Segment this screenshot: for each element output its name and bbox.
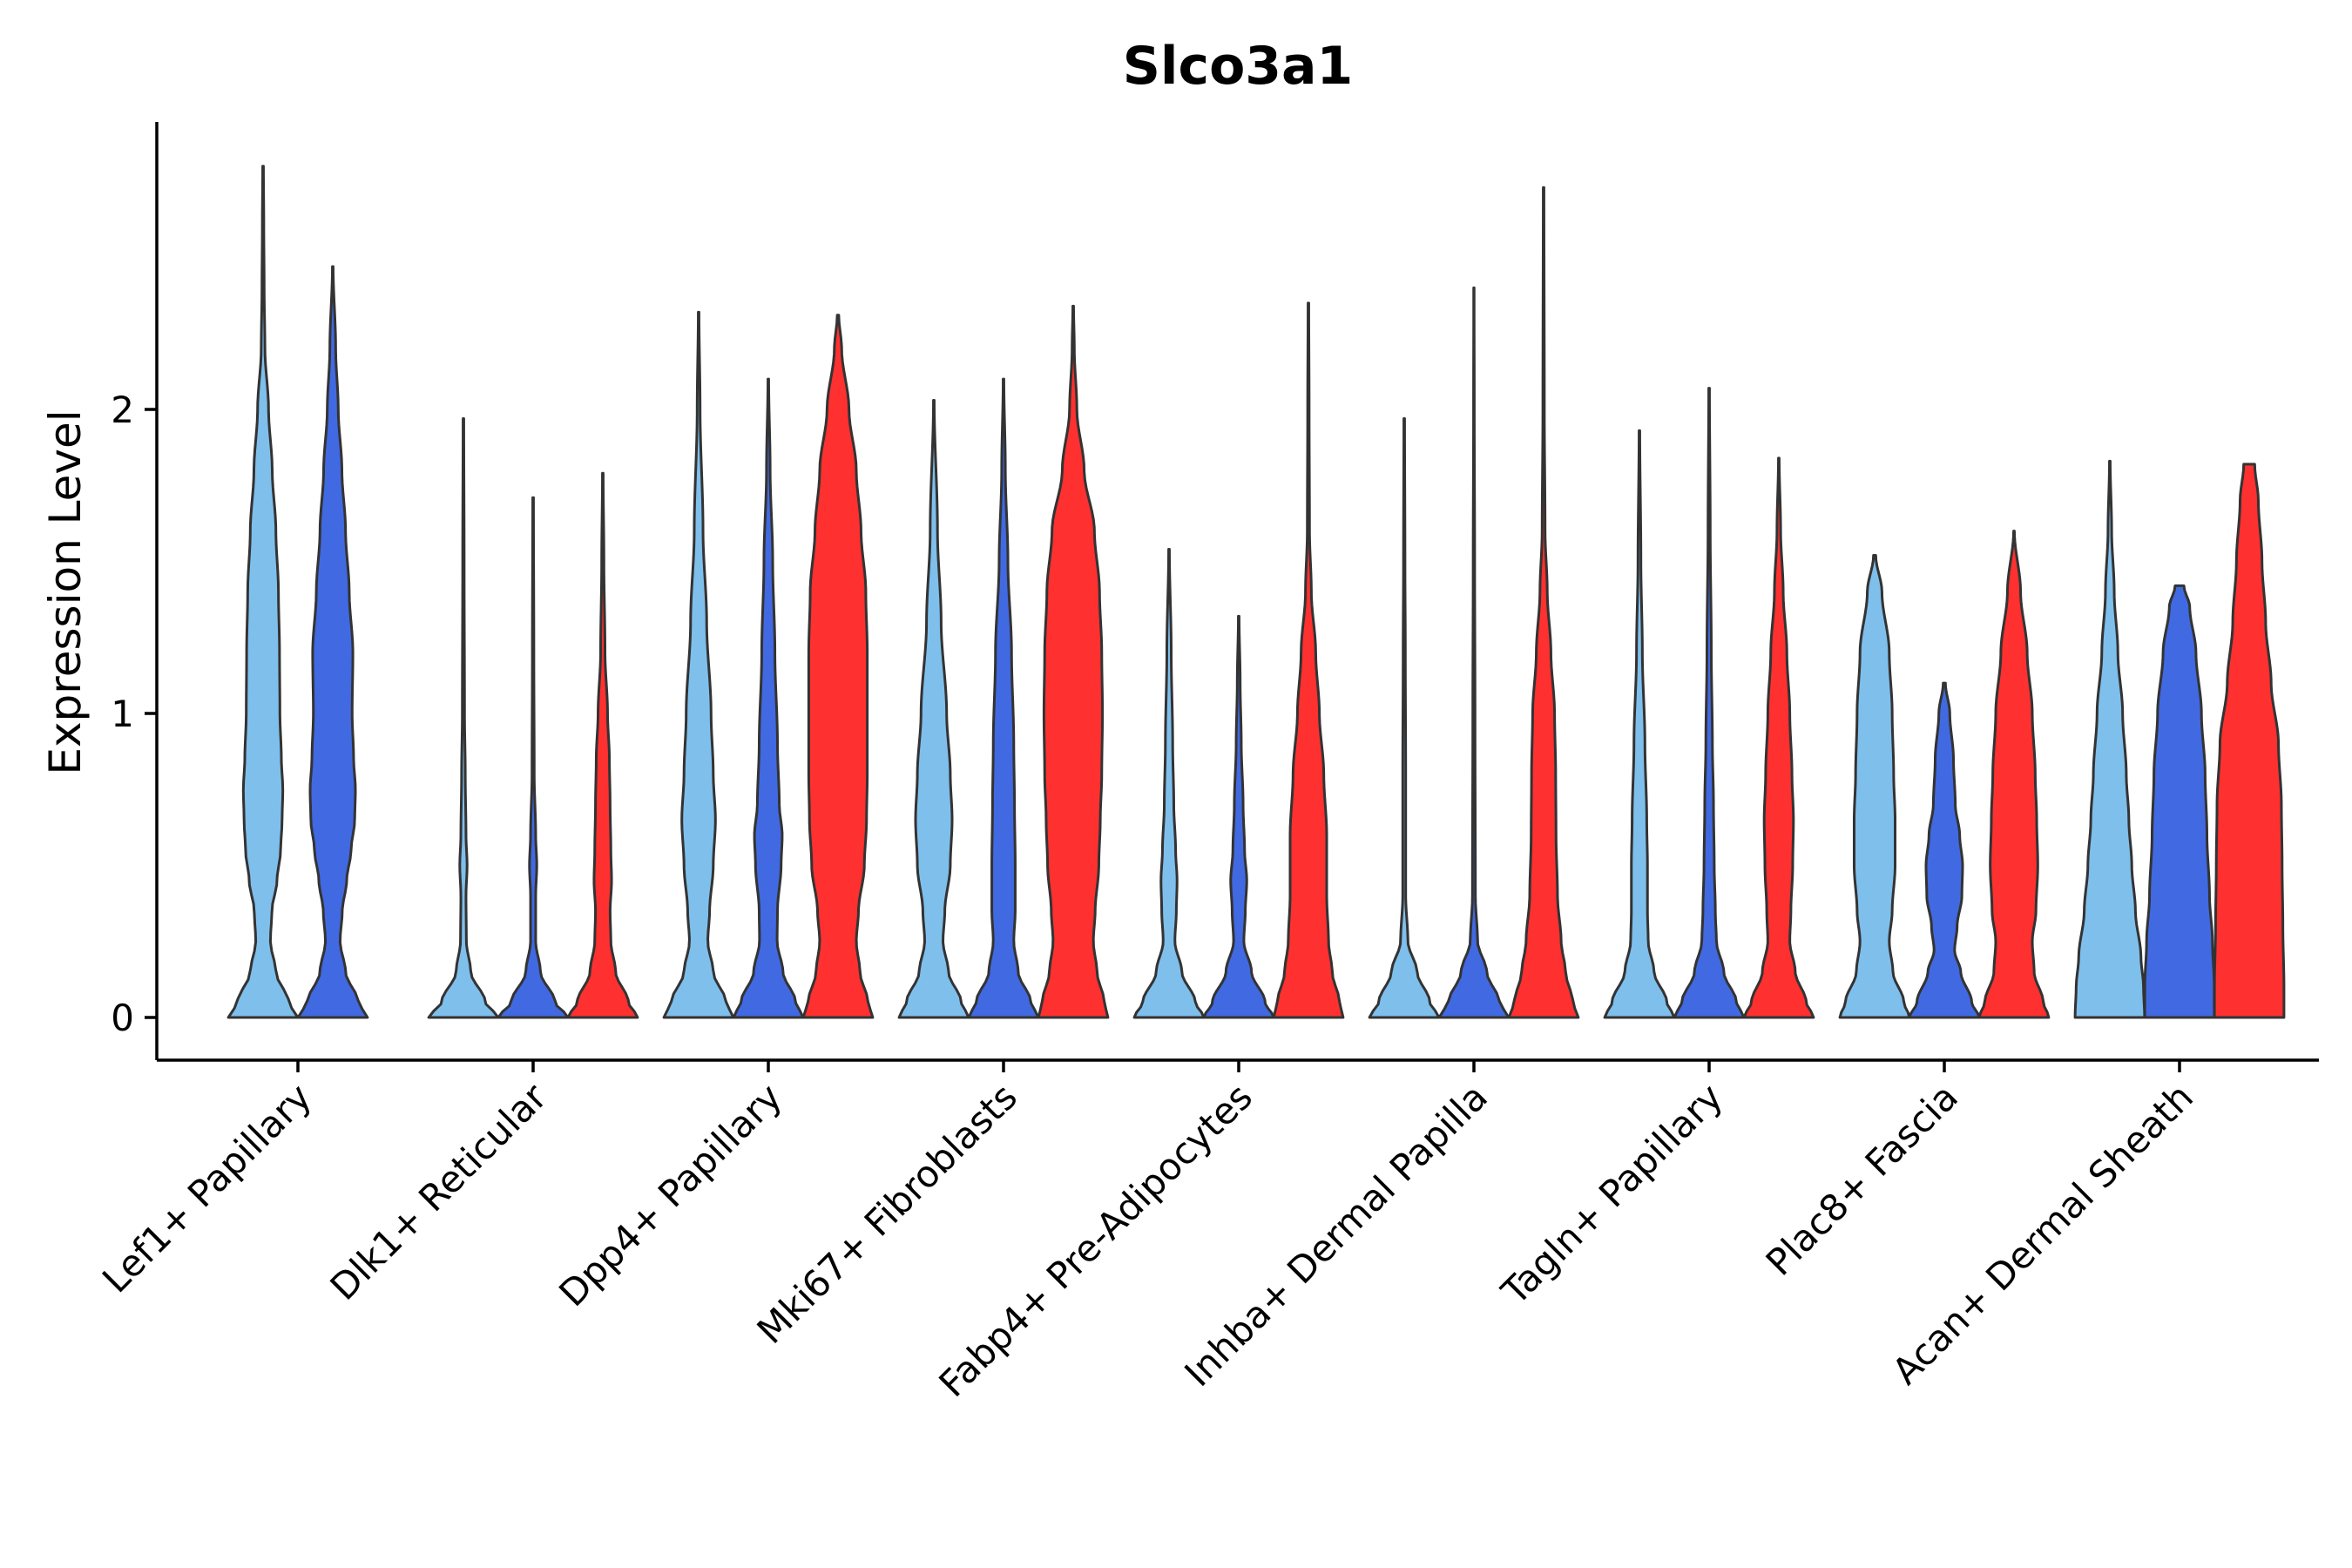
violin-5-group-3 bbox=[1272, 301, 1345, 1019]
violin-7-group-2 bbox=[1673, 387, 1746, 1019]
violin-9-group-3 bbox=[2213, 463, 2286, 1019]
axes bbox=[145, 122, 2319, 1072]
violin-6-group-3 bbox=[1507, 186, 1580, 1019]
violin-8-group-2 bbox=[1908, 681, 1981, 1019]
x-tick-label: Mki67+ Fibroblasts bbox=[749, 1075, 1025, 1351]
y-tick-label: 2 bbox=[111, 389, 134, 431]
violin-9-group-2 bbox=[2143, 584, 2216, 1019]
violin-2-group-2 bbox=[497, 496, 570, 1019]
violin-layer bbox=[226, 165, 2286, 1019]
violin-2-group-3 bbox=[566, 471, 639, 1019]
x-tick-label: Dlk1+ Reticular bbox=[322, 1075, 556, 1308]
x-tick-label: Dpp4+ Papillary bbox=[551, 1075, 790, 1315]
violin-7-group-1 bbox=[1603, 429, 1676, 1019]
violin-1-group-1 bbox=[226, 165, 300, 1019]
y-axis-label: Expression Level bbox=[40, 409, 91, 774]
violin-7-group-3 bbox=[1742, 456, 1815, 1019]
violin-5-group-2 bbox=[1202, 614, 1275, 1019]
y-tick-label: 0 bbox=[111, 997, 134, 1039]
violin-3-group-3 bbox=[801, 314, 875, 1019]
violin-3-group-2 bbox=[732, 377, 805, 1019]
violin-6-group-1 bbox=[1368, 416, 1441, 1019]
y-tick-label: 1 bbox=[111, 693, 134, 735]
violin-4-group-3 bbox=[1037, 304, 1110, 1019]
x-tick-label: Plac8+ Fascia bbox=[1758, 1075, 1966, 1283]
violin-4-group-1 bbox=[897, 399, 970, 1019]
violin-6-group-2 bbox=[1437, 286, 1511, 1019]
violin-1-group-2 bbox=[296, 265, 369, 1019]
violin-3-group-1 bbox=[662, 310, 735, 1019]
violin-8-group-3 bbox=[1977, 530, 2051, 1019]
violin-4-group-2 bbox=[967, 377, 1040, 1019]
violin-9-group-1 bbox=[2073, 459, 2146, 1019]
violin-8-group-1 bbox=[1838, 554, 1911, 1019]
chart-title: Slco3a1 bbox=[1123, 36, 1354, 97]
x-tick-label: Lef1+ Papillary bbox=[94, 1075, 320, 1301]
violin-2-group-1 bbox=[427, 416, 500, 1019]
x-tick-label: Tagln+ Papillary bbox=[1493, 1075, 1731, 1313]
violin-5-group-1 bbox=[1132, 548, 1206, 1019]
